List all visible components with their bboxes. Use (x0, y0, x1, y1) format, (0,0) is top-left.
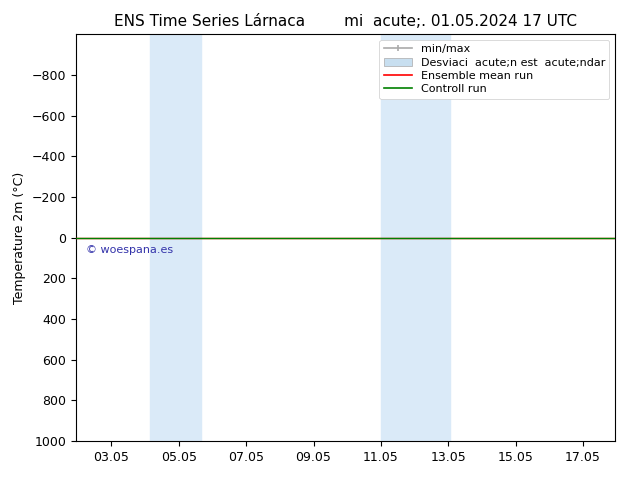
Bar (423, 34, 450, 441)
Bar (381, 34, 423, 441)
Text: © woespana.es: © woespana.es (86, 245, 173, 255)
Legend: min/max, Desviaci  acute;n est  acute;ndar, Ensemble mean run, Controll run: min/max, Desviaci acute;n est acute;ndar… (380, 40, 609, 99)
Bar (150, 34, 201, 441)
Y-axis label: Temperature 2m (°C): Temperature 2m (°C) (13, 172, 26, 304)
Title: ENS Time Series Lárnaca        mi  acute;. 01.05.2024 17 UTC: ENS Time Series Lárnaca mi acute;. 01.05… (114, 14, 577, 29)
